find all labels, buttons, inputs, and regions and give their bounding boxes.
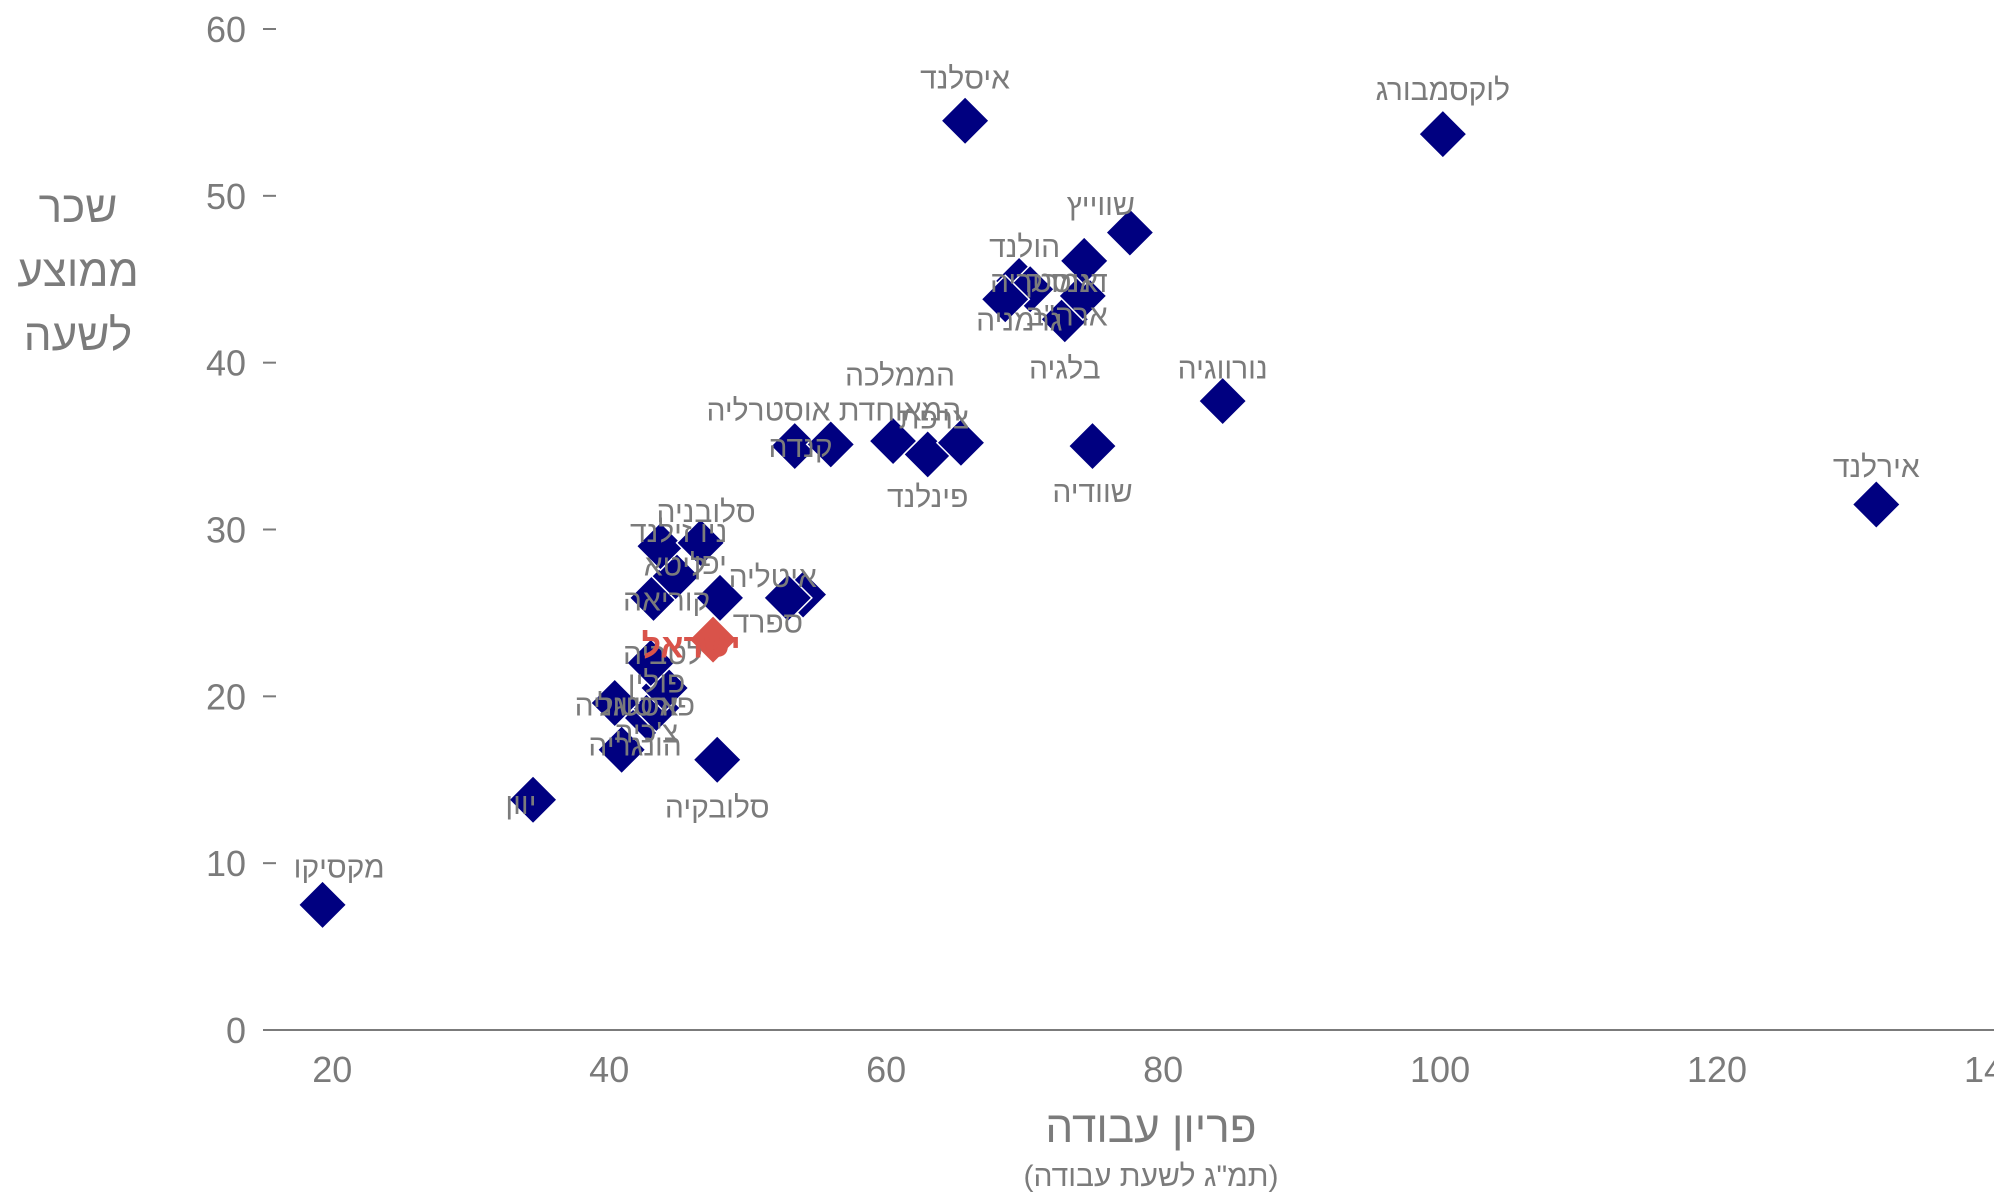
x-axis-title: פריון עבודה: [1045, 1103, 1256, 1152]
point-label: קוריאה: [623, 585, 710, 618]
y-tick-label: 60: [206, 9, 246, 50]
point-label: אוסטרליה: [706, 394, 830, 427]
data-point: [507, 774, 559, 825]
data-point: [1104, 207, 1155, 258]
x-tick-label: 20: [312, 1049, 352, 1090]
y-tick-label: 30: [206, 510, 246, 551]
point-label: סלובקיה: [665, 791, 770, 824]
y-tick-label: 40: [206, 343, 246, 384]
point-label: המאוחדת: [839, 394, 961, 427]
point-label: אירלנד: [1833, 451, 1920, 484]
data-point: [1197, 375, 1248, 427]
data-point: [1417, 109, 1468, 160]
point-label: לוקסמבורג: [1376, 74, 1510, 107]
x-tick-label: 80: [1143, 1049, 1183, 1090]
point-label: ספרד: [733, 606, 803, 639]
point-label: איסלנד: [920, 62, 1010, 95]
point-label: ארה"ב: [1026, 299, 1108, 332]
point-label: נורווגיה: [1178, 353, 1268, 386]
point-label: גרמניה: [976, 304, 1062, 337]
data-point: [625, 637, 676, 689]
data-point: [1057, 270, 1108, 321]
y-axis-title-line: שכר: [39, 183, 118, 232]
data-point: [805, 419, 856, 470]
data-point: [1851, 479, 1902, 530]
x-tick-label: 40: [589, 1049, 629, 1090]
point-label: לטביה: [623, 638, 703, 671]
data-point: [635, 521, 686, 572]
point-label: פורטוגל: [598, 690, 695, 723]
point-label: יפן: [694, 548, 727, 581]
point-label: צרפת: [899, 403, 970, 436]
y-axis-title-line: לשעה: [24, 311, 133, 360]
y-axis-title: שכר ממוצע לשעה: [17, 183, 138, 360]
x-tick-label: 120: [1687, 1049, 1747, 1090]
point-label: אוסטריה: [990, 266, 1098, 299]
ticks: 0 10 20 30 40 50 60 20 40 60 80 100 120 140: [206, 9, 1994, 1090]
data-points: [297, 95, 1902, 930]
point-label: ניו זילנד: [630, 516, 727, 549]
point-label: שווייץ: [1067, 189, 1135, 222]
data-point: [297, 879, 348, 930]
data-point: [1067, 421, 1118, 472]
axis-titles: שכר ממוצע לשעה פריון עבודה (תמ"ג לשעת עבוד…: [17, 183, 1278, 1193]
y-tick-label: 0: [226, 1010, 246, 1051]
point-label: דנמרק: [1025, 266, 1108, 299]
data-point: [940, 95, 991, 146]
data-point: [596, 724, 647, 775]
highlight-point-label: ישראל: [642, 627, 741, 665]
point-label: שוודיה: [1052, 476, 1132, 509]
data-point: [589, 677, 640, 729]
point-label: ליטא: [644, 550, 706, 583]
data-point: [762, 572, 813, 623]
point-label: הונגריה: [588, 730, 681, 763]
data-point: [980, 274, 1031, 325]
data-point: [675, 517, 726, 568]
x-tick-label: 100: [1410, 1049, 1470, 1090]
point-label: איטליה: [729, 561, 817, 594]
point-labels: מקסיקו יוון הונגריה סלובקיה צ'כיהפורטוגלאסטו…: [294, 62, 1920, 884]
highlight-point: [687, 614, 739, 665]
y-tick-label: 20: [206, 676, 246, 717]
x-tick-label: 140: [1964, 1049, 1994, 1090]
data-point: [1059, 235, 1110, 286]
point-label: מקסיקו: [294, 852, 385, 885]
x-tick-label: 60: [866, 1049, 906, 1090]
point-label: יוון: [505, 788, 536, 821]
data-point: [769, 421, 820, 472]
data-point: [935, 417, 986, 468]
point-label: קנדה: [768, 431, 832, 464]
point-label: צ'כיה: [614, 716, 678, 749]
y-tick-label: 10: [206, 843, 246, 884]
point-label: אסטוניה: [575, 690, 679, 723]
y-tick-label: 50: [206, 176, 246, 217]
point-label: הולנד: [989, 231, 1060, 264]
x-axis-subtitle: (תמ"ג לשעת עבודה): [1024, 1160, 1279, 1193]
point-label: פינלנד: [887, 481, 968, 514]
point-label: בלגיה: [1029, 353, 1101, 386]
point-label: סלובניה: [657, 496, 756, 529]
point-label: פולין: [628, 666, 686, 699]
y-axis-title-line: ממוצע: [17, 247, 138, 296]
point-label: הממלכה: [845, 359, 955, 392]
data-point: [692, 734, 743, 785]
